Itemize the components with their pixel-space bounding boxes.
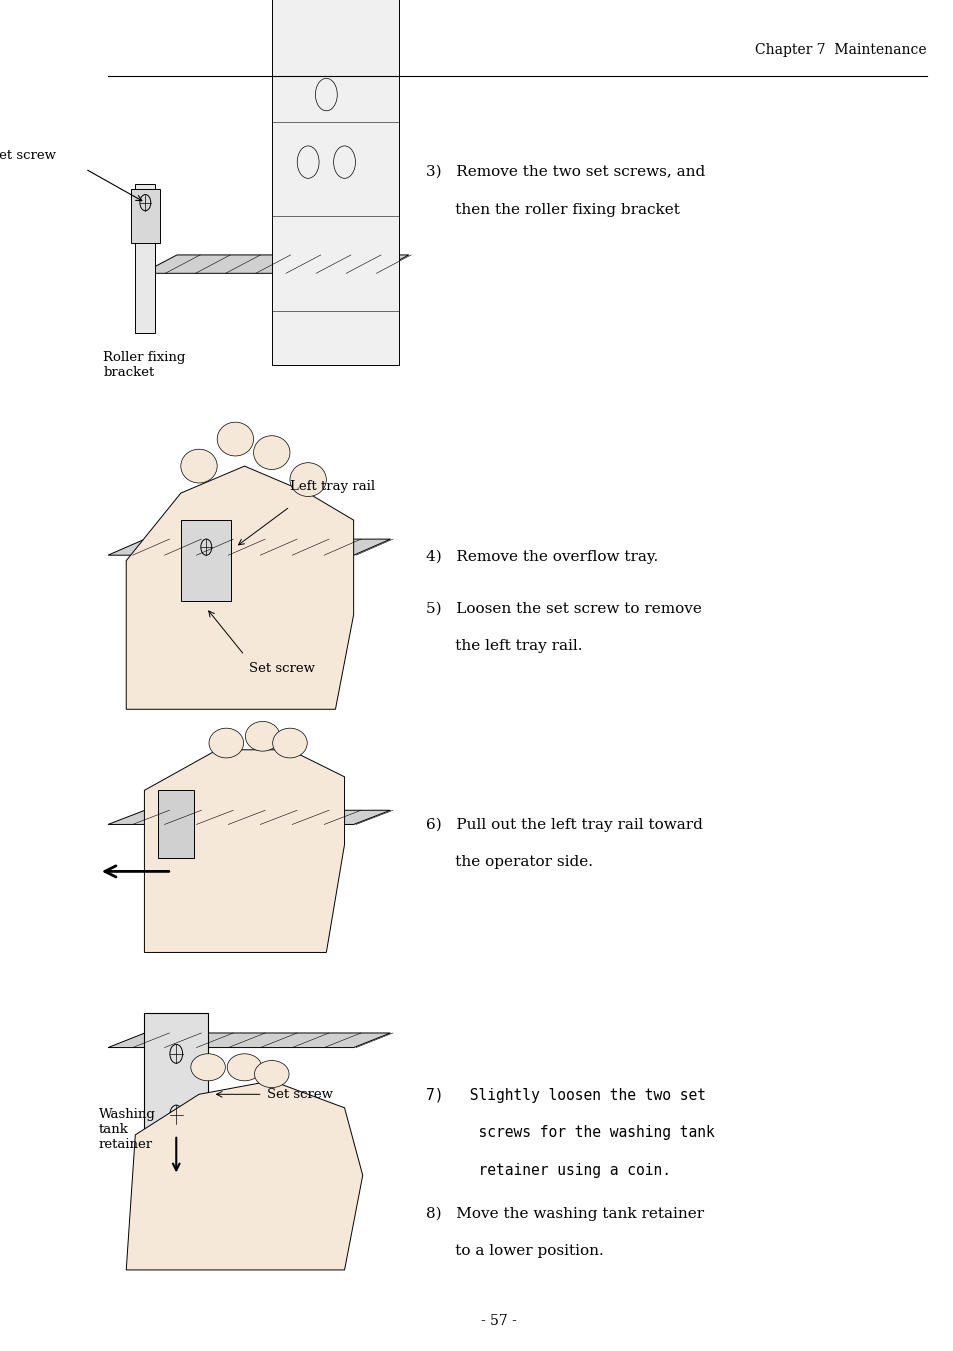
Ellipse shape bbox=[290, 462, 326, 497]
Text: 3)   Remove the two set screws, and: 3) Remove the two set screws, and bbox=[426, 165, 705, 178]
Polygon shape bbox=[108, 539, 390, 555]
Text: Set screw: Set screw bbox=[0, 149, 55, 162]
Text: to a lower position.: to a lower position. bbox=[426, 1244, 603, 1258]
Text: screws for the washing tank: screws for the washing tank bbox=[426, 1125, 715, 1140]
Bar bbox=[131, 189, 160, 243]
Text: then the roller fixing bracket: then the roller fixing bracket bbox=[426, 203, 679, 216]
Bar bbox=[181, 520, 231, 601]
Polygon shape bbox=[108, 1034, 390, 1047]
Bar bbox=[272, 0, 398, 365]
Polygon shape bbox=[126, 1081, 362, 1270]
Ellipse shape bbox=[245, 721, 279, 751]
Text: - 57 -: - 57 - bbox=[480, 1315, 517, 1328]
Text: the left tray rail.: the left tray rail. bbox=[426, 639, 582, 653]
Polygon shape bbox=[142, 255, 409, 273]
Text: Chapter 7  Maintenance: Chapter 7 Maintenance bbox=[754, 43, 925, 57]
Polygon shape bbox=[126, 466, 354, 709]
Polygon shape bbox=[108, 811, 390, 824]
Ellipse shape bbox=[217, 422, 253, 457]
Text: 5)   Loosen the set screw to remove: 5) Loosen the set screw to remove bbox=[426, 601, 701, 615]
Polygon shape bbox=[144, 750, 344, 952]
Ellipse shape bbox=[273, 728, 307, 758]
Ellipse shape bbox=[209, 728, 243, 758]
Text: Left tray rail: Left tray rail bbox=[290, 480, 375, 493]
Text: the operator side.: the operator side. bbox=[426, 855, 593, 869]
Text: 7)   Slightly loosen the two set: 7) Slightly loosen the two set bbox=[426, 1088, 705, 1102]
Text: Set screw: Set screw bbox=[249, 662, 314, 676]
Ellipse shape bbox=[254, 1061, 289, 1088]
Text: retainer using a coin.: retainer using a coin. bbox=[426, 1163, 671, 1178]
Ellipse shape bbox=[253, 435, 290, 470]
Text: 4)   Remove the overflow tray.: 4) Remove the overflow tray. bbox=[426, 550, 658, 565]
Text: 8)   Move the washing tank retainer: 8) Move the washing tank retainer bbox=[426, 1206, 704, 1221]
Bar bbox=[144, 1013, 208, 1148]
Text: 6)   Pull out the left tray rail toward: 6) Pull out the left tray rail toward bbox=[426, 817, 702, 832]
Ellipse shape bbox=[181, 449, 217, 484]
Text: Washing
tank
retainer: Washing tank retainer bbox=[99, 1108, 155, 1151]
Bar bbox=[135, 184, 155, 334]
Ellipse shape bbox=[227, 1054, 261, 1081]
Bar bbox=[158, 790, 194, 858]
Text: Roller fixing
bracket: Roller fixing bracket bbox=[103, 351, 186, 380]
Ellipse shape bbox=[191, 1054, 225, 1081]
Text: Set screw: Set screw bbox=[267, 1088, 333, 1101]
